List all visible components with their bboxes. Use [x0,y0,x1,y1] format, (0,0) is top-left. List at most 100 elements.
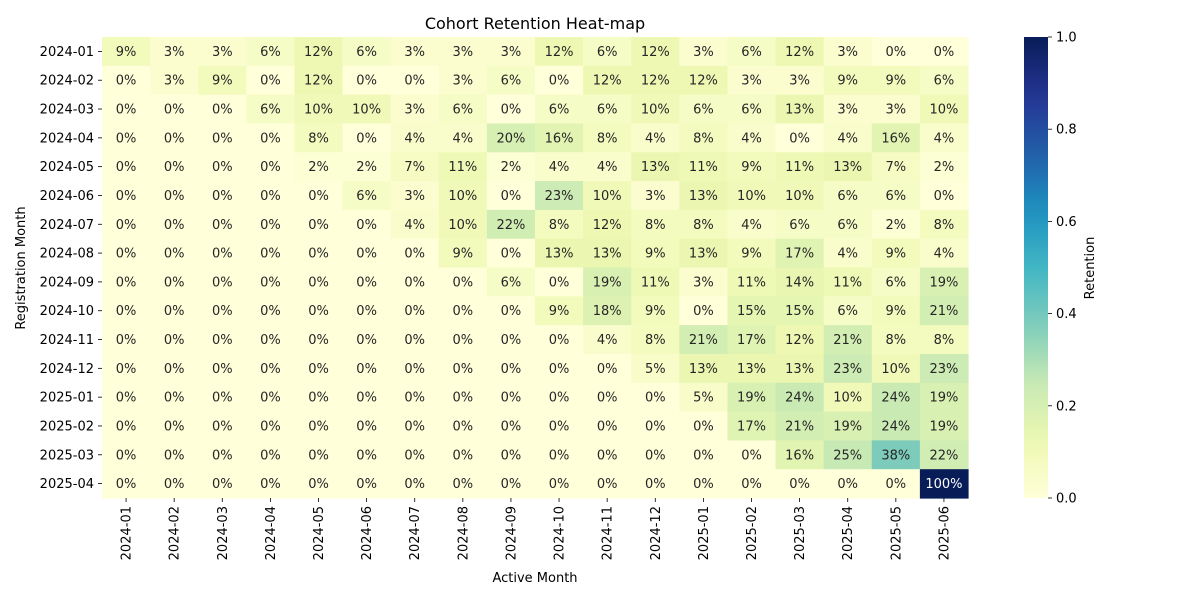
heatmap-cell [150,469,199,499]
heatmap-cell [679,411,729,441]
cell-value-label: 9% [886,304,907,319]
y-tick-label: 2024-06 [40,189,94,204]
cell-value-label: 0% [116,362,137,377]
heatmap-cell [390,209,440,240]
cell-value-label: 8% [645,333,666,348]
heatmap-cell [198,152,247,182]
heatmap-cell [631,353,680,384]
heatmap-cell [535,267,584,297]
heatmap-cell [823,440,873,470]
cell-value-label: 0% [404,247,425,262]
heatmap-cell [486,123,536,153]
cell-value-label: 0% [404,391,425,406]
heatmap-cell [919,37,969,67]
x-tick-label: 2024-12 [649,506,664,560]
heatmap-cell [246,209,296,240]
heatmap-cell [679,152,729,182]
cell-value-label: 0% [356,448,377,463]
heatmap-cell [775,65,825,96]
cell-value-label: 4% [404,131,425,146]
cell-value-label: 0% [549,74,570,89]
heatmap-cell [727,94,777,125]
cell-value-label: 8% [693,131,714,146]
heatmap-cell [919,325,969,355]
cell-value-label: 0% [164,362,185,377]
cell-value-label: 0% [260,304,281,319]
cell-value-label: 0% [164,333,185,348]
heatmap-cell [294,152,344,182]
cell-value-label: 0% [741,448,762,463]
heatmap-cell [342,94,392,125]
cell-value-label: 2% [356,160,377,175]
cell-value-label: 5% [693,391,714,406]
cell-value-label: 4% [837,131,858,146]
heatmap-cell [342,382,392,413]
heatmap-cell [342,469,392,499]
cell-value-label: 0% [308,391,329,406]
heatmap-cell [294,440,344,470]
cell-value-label: 100% [925,477,962,492]
cell-value-label: 9% [212,74,233,89]
heatmap-cell [535,37,584,67]
heatmap-cell [535,382,584,413]
cell-value-label: 0% [453,275,474,290]
heatmap-cell [198,209,247,240]
heatmap-cell [535,296,584,326]
chart-title: Cohort Retention Heat-map [425,14,645,33]
heatmap-cell [775,181,825,211]
heatmap-cell [631,382,680,413]
cell-value-label: 0% [116,160,137,175]
heatmap-cell [823,469,873,499]
cell-value-label: 13% [689,247,718,262]
cell-value-label: 0% [308,218,329,233]
cell-value-label: 0% [356,304,377,319]
cell-value-label: 0% [260,160,281,175]
cell-value-label: 0% [404,419,425,434]
cell-value-label: 10% [785,189,814,204]
heatmap-cell [679,37,729,67]
heatmap-cell [150,238,199,269]
x-tick-label: 2024-10 [553,506,568,560]
cell-value-label: 13% [641,160,670,175]
cell-value-label: 3% [164,74,185,89]
cell-value-label: 4% [741,218,762,233]
cell-value-label: 0% [645,477,666,492]
cell-value-label: 10% [929,103,958,118]
cell-value-label: 0% [308,333,329,348]
cell-value-label: 6% [597,103,618,118]
heatmap-cell [150,37,199,67]
cell-value-label: 0% [164,275,185,290]
cell-value-label: 8% [597,131,618,146]
heatmap-cell [150,152,199,182]
heatmap-cell [438,209,488,240]
cell-value-label: 0% [212,218,233,233]
y-tick-label: 2024-10 [40,304,94,319]
cell-value-label: 12% [785,333,814,348]
heatmap-cell [823,411,873,441]
cell-value-label: 4% [597,160,618,175]
heatmap-cell [823,382,873,413]
cell-value-label: 0% [116,131,137,146]
y-axis-label: Registration Month [14,206,29,329]
cell-value-label: 0% [116,391,137,406]
heatmap-cell [823,325,873,355]
heatmap-cell [438,411,488,441]
heatmap-cell [102,152,151,182]
heatmap-cell [390,382,440,413]
colorbar-label: Retention [1083,237,1098,300]
heatmap-cell [102,37,151,67]
cell-value-label: 3% [693,275,714,290]
colorbar-ticks: 0.0 0.2 0.4 0.6 0.8 1.0 [1048,31,1077,507]
heatmap-cell [823,123,873,153]
heatmap-cell [390,469,440,499]
heatmap-cell [150,353,199,384]
cell-value-label: 0% [501,391,522,406]
heatmap-cell [775,209,825,240]
heatmap-cell [679,181,729,211]
cell-value-label: 0% [453,304,474,319]
heatmap-cell [246,353,296,384]
cell-value-label: 13% [785,103,814,118]
heatmap-cell [919,65,969,96]
cell-value-label: 3% [741,74,762,89]
heatmap-cell [727,382,777,413]
